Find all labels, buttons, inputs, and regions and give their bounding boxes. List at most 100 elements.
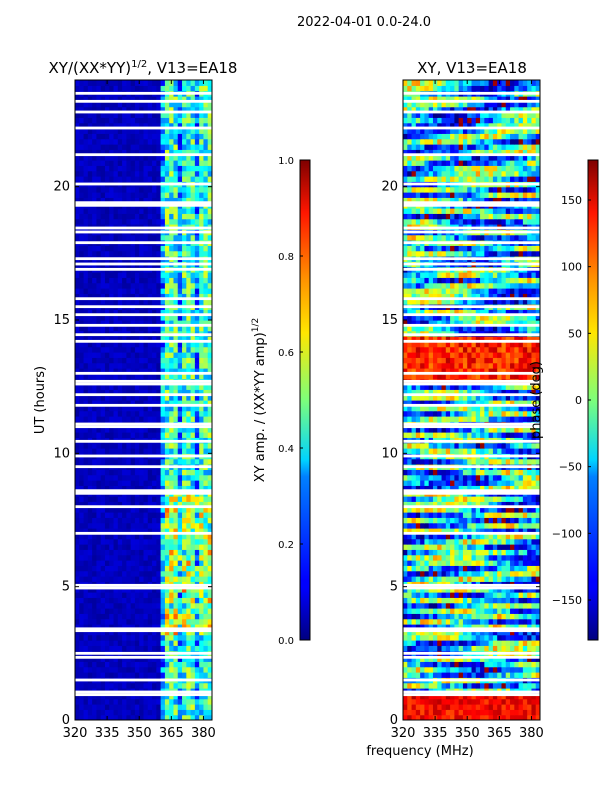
heatmap-cell xyxy=(514,608,520,614)
heatmap-cell xyxy=(134,122,140,129)
heatmap-cell xyxy=(122,666,127,673)
heatmap-cell xyxy=(160,309,166,316)
heatmap-cell xyxy=(92,85,98,92)
heatmap-cell xyxy=(415,666,421,673)
heatmap-cell xyxy=(199,480,205,486)
heatmap-cell xyxy=(75,336,80,342)
heatmap-cell xyxy=(173,234,179,241)
heatmap-cell xyxy=(173,624,179,630)
heatmap-cell xyxy=(203,661,209,668)
heatmap-cell xyxy=(100,565,106,572)
heatmap-cell xyxy=(109,160,115,166)
heatmap-cell xyxy=(432,634,438,641)
heatmap-cell xyxy=(190,165,196,172)
heatmap-cell xyxy=(104,336,110,342)
heatmap-cell xyxy=(75,608,80,614)
heatmap-cell xyxy=(514,597,520,604)
heatmap-cell xyxy=(83,117,89,124)
heatmap-cell xyxy=(514,682,520,689)
heatmap-cell xyxy=(147,346,153,353)
heatmap-cell xyxy=(428,576,434,582)
heatmap-cell xyxy=(79,410,85,417)
heatmap-cell xyxy=(203,544,209,550)
heatmap-cell xyxy=(462,698,468,705)
heatmap-cell xyxy=(505,672,511,678)
heatmap-cell xyxy=(130,133,136,140)
heatmap-cell xyxy=(75,405,80,412)
heatmap-cell xyxy=(173,394,179,401)
heatmap-cell xyxy=(152,234,157,241)
heatmap-cell xyxy=(92,389,98,396)
heatmap-cell xyxy=(199,282,205,289)
heatmap-cell xyxy=(156,533,162,540)
heatmap-cell xyxy=(92,117,98,124)
heatmap-cell xyxy=(199,309,205,316)
heatmap-cell xyxy=(207,144,212,150)
heatmap-cell xyxy=(415,704,421,710)
heatmap-cell xyxy=(104,250,110,257)
heatmap-cell xyxy=(207,645,212,652)
heatmap-cell xyxy=(182,336,187,342)
heatmap-cell xyxy=(100,522,106,529)
heatmap-cell xyxy=(169,144,175,150)
heatmap-cell xyxy=(156,288,162,294)
heatmap-cell xyxy=(113,554,119,561)
heatmap-cell xyxy=(475,634,481,641)
heatmap-cell xyxy=(190,458,196,465)
heatmap-cell xyxy=(462,544,468,550)
heatmap-cell xyxy=(514,634,520,641)
heatmap-cell xyxy=(126,629,132,636)
heatmap-cell xyxy=(160,144,166,150)
heatmap-cell xyxy=(177,698,183,705)
heatmap-cell xyxy=(134,154,140,161)
heatmap-cell xyxy=(96,698,102,705)
heatmap-cell xyxy=(531,629,537,636)
heatmap-cell xyxy=(160,176,166,182)
heatmap-cell xyxy=(522,570,528,577)
heatmap-cell xyxy=(75,138,80,145)
heatmap-cell xyxy=(96,517,102,524)
heatmap-cell xyxy=(207,613,212,620)
heatmap-cell xyxy=(113,341,119,348)
heatmap-cell xyxy=(518,549,524,556)
heatmap-cell xyxy=(122,250,127,257)
heatmap-cell xyxy=(522,565,528,572)
data-gap-row xyxy=(75,690,212,694)
heatmap-cell xyxy=(134,213,140,220)
heatmap-cell xyxy=(190,394,196,401)
heatmap-cell xyxy=(126,602,132,609)
heatmap-cell xyxy=(445,592,451,598)
heatmap-cell xyxy=(420,602,426,609)
heatmap-cell xyxy=(147,586,153,593)
heatmap-cell xyxy=(92,176,98,182)
heatmap-cell xyxy=(96,565,102,572)
heatmap-cell xyxy=(199,325,205,332)
heatmap-cell xyxy=(424,624,430,630)
heatmap-cell xyxy=(531,672,537,678)
heatmap-cell xyxy=(122,704,127,710)
heatmap-cell xyxy=(467,682,473,689)
heatmap-cell xyxy=(186,250,192,257)
heatmap-cell xyxy=(186,96,192,102)
heatmap-cell xyxy=(173,165,179,172)
heatmap-cell xyxy=(147,165,153,172)
heatmap-cell xyxy=(126,485,132,492)
heatmap-cell xyxy=(109,672,115,678)
heatmap-cell xyxy=(104,602,110,609)
heatmap-cell xyxy=(92,608,98,614)
heatmap-cell xyxy=(92,576,98,582)
heatmap-cell xyxy=(100,405,106,412)
heatmap-cell xyxy=(139,154,145,161)
heatmap-cell xyxy=(117,288,123,294)
heatmap-cell xyxy=(75,485,80,492)
heatmap-cell xyxy=(83,218,89,225)
heatmap-cell xyxy=(113,170,119,177)
heatmap-cell xyxy=(420,640,426,646)
heatmap-cell xyxy=(130,682,136,689)
heatmap-cell xyxy=(126,474,132,481)
heatmap-cell xyxy=(143,661,149,668)
heatmap-cell xyxy=(160,416,166,422)
heatmap-cell xyxy=(96,469,102,476)
heatmap-cell xyxy=(100,325,106,332)
heatmap-cell xyxy=(117,373,123,380)
